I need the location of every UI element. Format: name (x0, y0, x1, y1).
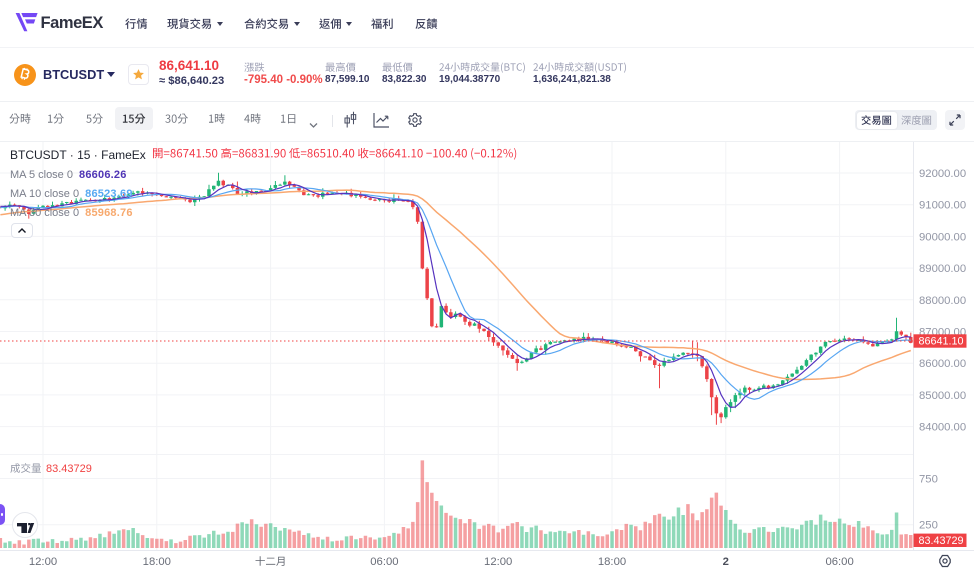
svg-text:85000.00: 85000.00 (919, 390, 966, 402)
svg-text:84000.00: 84000.00 (919, 422, 966, 434)
svg-text:86000.00: 86000.00 (919, 358, 966, 370)
svg-text:18:00: 18:00 (143, 556, 171, 568)
svg-text:90000.00: 90000.00 (919, 231, 966, 243)
svg-text:06:00: 06:00 (825, 556, 853, 568)
svg-text:12:00: 12:00 (29, 556, 57, 568)
svg-text:06:00: 06:00 (370, 556, 398, 568)
svg-text:89000.00: 89000.00 (919, 263, 966, 275)
svg-text:2: 2 (723, 556, 729, 568)
svg-text:12:00: 12:00 (484, 556, 512, 568)
svg-text:250: 250 (919, 520, 938, 532)
svg-text:92000.00: 92000.00 (919, 168, 966, 180)
svg-text:750: 750 (919, 473, 938, 485)
svg-text:18:00: 18:00 (598, 556, 626, 568)
svg-text:86641.10: 86641.10 (919, 336, 964, 348)
svg-text:91000.00: 91000.00 (919, 200, 966, 212)
svg-text:83.43729: 83.43729 (919, 535, 964, 547)
svg-text:88000.00: 88000.00 (919, 295, 966, 307)
svg-text:83.43729: 83.43729 (46, 463, 92, 475)
